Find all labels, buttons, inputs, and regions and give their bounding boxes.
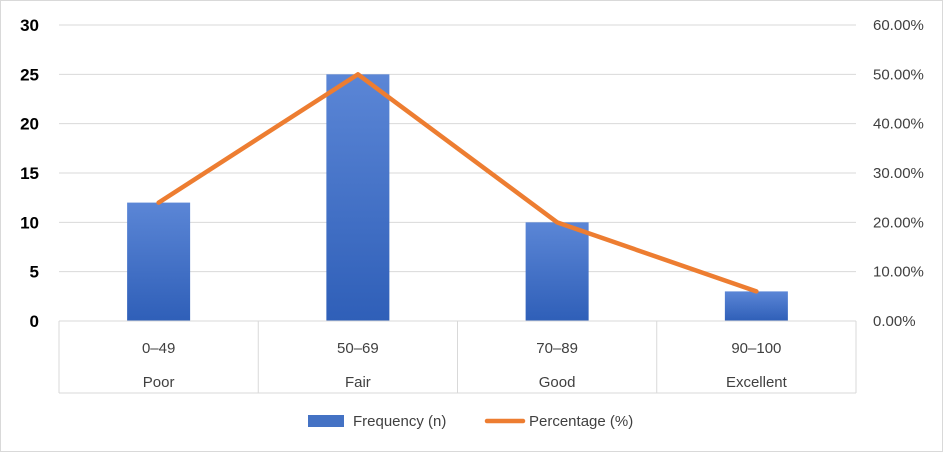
right-tick-label: 20.00% — [873, 214, 924, 231]
legend-label-frequency: Frequency (n) — [353, 413, 446, 430]
right-axis-ticks: 0.00% 10.00% 20.00% 30.00% 40.00% 50.00% 60.00… — [873, 17, 924, 330]
left-tick-label: 5 — [30, 263, 39, 282]
left-tick-label: 10 — [20, 213, 39, 232]
right-tick-label: 50.00% — [873, 66, 924, 83]
category-name-label: Excellent — [726, 374, 788, 391]
category-name-label: Good — [539, 374, 576, 391]
right-tick-label: 40.00% — [873, 116, 924, 133]
legend: Frequency (n) Percentage (%) — [308, 413, 633, 430]
left-axis-ticks: 0 5 10 15 20 25 30 — [20, 16, 39, 331]
line-series — [159, 74, 757, 291]
left-tick-label: 20 — [20, 115, 39, 134]
bar-good — [526, 222, 589, 321]
legend-label-percentage: Percentage (%) — [529, 413, 633, 430]
category-range-label: 50–69 — [337, 340, 379, 357]
percentage-line — [159, 74, 757, 291]
right-tick-label: 10.00% — [873, 264, 924, 281]
category-range-label: 90–100 — [731, 340, 781, 357]
left-tick-label: 25 — [20, 65, 39, 84]
left-tick-label: 15 — [20, 164, 39, 183]
category-range-label: 70–89 — [536, 340, 578, 357]
bar-poor — [127, 203, 190, 321]
category-range-label: 0–49 — [142, 340, 175, 357]
bar-series — [127, 74, 788, 321]
right-tick-label: 30.00% — [873, 165, 924, 182]
right-tick-label: 0.00% — [873, 313, 916, 330]
left-tick-label: 30 — [20, 16, 39, 35]
right-tick-label: 60.00% — [873, 17, 924, 34]
category-axis: 0–49 Poor 50–69 Fair 70–89 Good 90–100 Excellen… — [59, 321, 856, 393]
bar-fair — [326, 74, 389, 321]
bar-excellent — [725, 291, 788, 321]
legend-swatch-frequency — [308, 415, 344, 427]
category-name-label: Fair — [345, 374, 371, 391]
category-name-label: Poor — [143, 374, 175, 391]
left-tick-label: 0 — [30, 312, 39, 331]
